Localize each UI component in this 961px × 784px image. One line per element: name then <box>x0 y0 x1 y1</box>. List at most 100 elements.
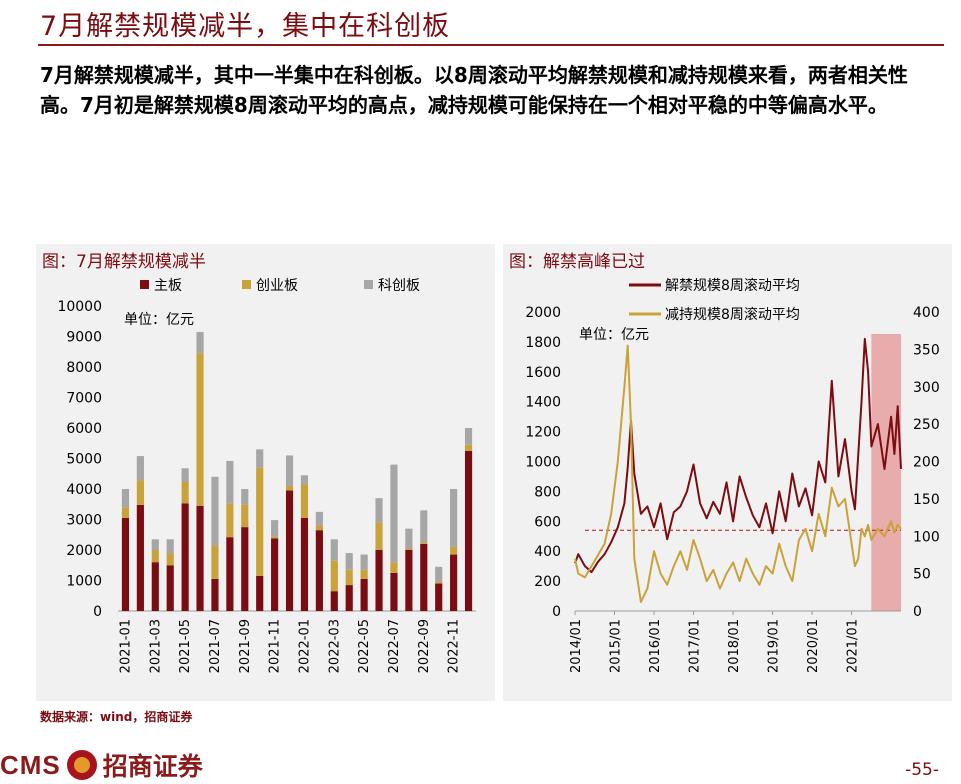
bar-segment <box>166 565 174 611</box>
bar-segment <box>360 569 368 579</box>
y-tick-label: 6000 <box>66 421 102 437</box>
line-chart-panel: 图：解禁高峰已过 0 200 400 600 800 1000 1200 1400 1600 18… <box>503 244 952 701</box>
x-tick-label: 2014/01 <box>569 619 584 673</box>
bar-segment <box>121 489 130 508</box>
x-tick-label: 2022-01 <box>297 619 312 673</box>
company-logo: CMS 招商证券 <box>0 748 203 782</box>
bar-segment <box>181 481 189 504</box>
bar-segment <box>464 444 473 451</box>
bar-segment <box>315 511 323 526</box>
legend-swatch <box>242 280 251 289</box>
y-left-tick-label: 1600 <box>525 365 561 381</box>
bar-segment <box>345 569 353 586</box>
legend-label: 科创板 <box>378 278 420 294</box>
bar-segment <box>151 539 159 550</box>
bar-segment <box>166 553 174 566</box>
bar-segment <box>390 464 398 563</box>
bar-segment <box>285 455 294 486</box>
x-tick-label: 2018/01 <box>727 619 742 673</box>
right-chart-title: 图：解禁高峰已过 <box>509 252 645 272</box>
bar-segment <box>405 548 413 550</box>
y-tick-label: 2000 <box>66 543 102 559</box>
bar-segment <box>241 489 249 505</box>
bar-segment <box>375 498 383 523</box>
x-tick-label: 2015/01 <box>609 619 624 673</box>
y-right-tick-label: 0 <box>913 604 922 620</box>
bar-segment <box>435 582 443 584</box>
bar-segment <box>464 450 473 611</box>
x-tick-label: 2022-05 <box>357 619 372 673</box>
logo-chinese-name: 招商证券 <box>102 752 203 781</box>
bar-segment <box>450 489 458 547</box>
bar-segment <box>375 550 383 611</box>
y-right-tick-label: 350 <box>913 342 940 358</box>
series-line <box>574 344 902 603</box>
bar-segment <box>345 585 353 611</box>
y-tick-label: 0 <box>93 604 102 620</box>
x-tick-label: 2021/01 <box>846 619 861 673</box>
bar-segment <box>196 353 204 506</box>
y-left-tick-label: 1400 <box>525 395 561 411</box>
x-tick-label: 2022-03 <box>327 619 342 673</box>
bar-segment <box>136 480 144 505</box>
y-right-tick-label: 250 <box>913 417 940 433</box>
bar-segment <box>226 537 234 611</box>
bar-segment <box>136 504 144 611</box>
bar-segment <box>315 530 323 611</box>
y-right-tick-label: 100 <box>913 529 940 545</box>
y-tick-label: 9000 <box>66 330 102 346</box>
x-tick-label: 2021-07 <box>208 619 223 673</box>
bar-segment <box>420 542 428 544</box>
x-tick-label: 2019/01 <box>767 619 782 673</box>
bar-segment <box>360 554 368 570</box>
x-tick-label: 2021-05 <box>178 619 193 673</box>
bar-segment <box>330 539 338 561</box>
slide-title: 7月解禁规模减半，集中在科创板 <box>40 11 451 42</box>
bar-segment <box>196 505 204 611</box>
y-right-tick-label: 200 <box>913 455 940 471</box>
bar-segment <box>330 591 338 611</box>
bar-segment <box>420 510 428 543</box>
bar-segment <box>241 527 249 611</box>
series-line <box>574 337 902 574</box>
x-tick-label: 2021-09 <box>238 619 253 673</box>
logo-wordmark: CMS <box>0 749 61 780</box>
bar-segment <box>271 538 279 611</box>
dual-axis-line-chart: 0 200 400 600 800 1000 1200 1400 1600 1800 2000 0 50… <box>525 277 940 673</box>
bar-segment <box>405 550 413 611</box>
bar-segment <box>285 485 294 491</box>
bar-segment <box>285 490 294 611</box>
y-left-tick-label: 400 <box>534 544 561 560</box>
stacked-bar-chart: 0 1000 2000 3000 4000 5000 6000 7000 8000 9000 100… <box>57 278 476 673</box>
legend-label: 解禁规模8周滚动平均 <box>665 277 800 294</box>
bar-segment <box>241 504 249 528</box>
page-number: -55- <box>905 760 939 780</box>
y-left-tick-label: 800 <box>534 484 561 500</box>
bar-segment <box>300 475 309 485</box>
y-tick-label: 1000 <box>66 574 102 590</box>
bar-segment <box>450 546 458 555</box>
y-left-tick-label: 200 <box>534 574 561 590</box>
y-left-tick-label: 600 <box>534 514 561 530</box>
left-chart-title: 图：7月解禁规模减半 <box>42 252 206 272</box>
x-tick-label: 2021-01 <box>118 619 133 673</box>
bar-segment <box>300 517 309 611</box>
bar-segment <box>151 550 159 563</box>
bar-segment <box>271 536 279 539</box>
unit-note: 单位：亿元 <box>579 327 649 343</box>
legend-swatch <box>140 280 149 289</box>
bar-segment <box>256 575 264 611</box>
bar-segment <box>390 572 398 611</box>
bar-segment <box>181 468 189 482</box>
legend-swatch <box>364 280 373 289</box>
y-left-tick-label: 1000 <box>525 455 561 471</box>
bar-segment <box>166 539 174 554</box>
bar-segment <box>300 484 309 518</box>
y-left-tick-label: 1200 <box>525 425 561 441</box>
bar-segment <box>330 560 338 592</box>
bar-segment <box>450 554 458 611</box>
legend-label: 创业板 <box>256 278 298 294</box>
bar-segment <box>121 517 130 611</box>
x-tick-label: 2021-11 <box>268 619 283 673</box>
bar-segment <box>360 578 368 611</box>
